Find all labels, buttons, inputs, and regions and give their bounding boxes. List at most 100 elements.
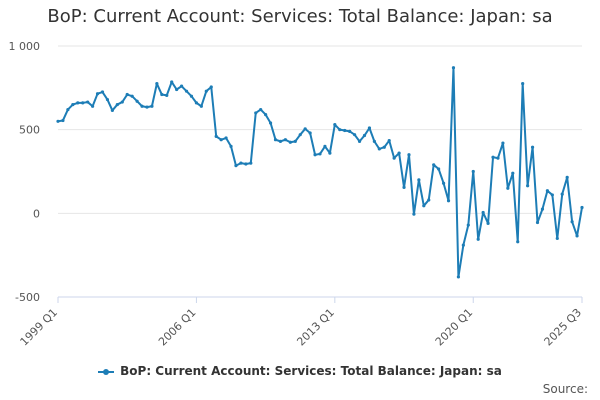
data-point[interactable] bbox=[145, 105, 149, 109]
data-point[interactable] bbox=[76, 101, 80, 105]
data-point[interactable] bbox=[249, 161, 253, 165]
data-point[interactable] bbox=[135, 99, 139, 103]
data-point[interactable] bbox=[214, 134, 218, 138]
data-point[interactable] bbox=[81, 101, 85, 105]
data-point[interactable] bbox=[570, 220, 574, 224]
data-point[interactable] bbox=[323, 144, 327, 148]
data-point[interactable] bbox=[535, 220, 540, 225]
data-point[interactable] bbox=[437, 167, 441, 171]
data-point[interactable] bbox=[288, 140, 292, 144]
data-point[interactable] bbox=[86, 100, 90, 104]
data-point[interactable] bbox=[239, 161, 243, 165]
data-point[interactable] bbox=[328, 151, 332, 155]
data-point[interactable] bbox=[491, 155, 495, 159]
data-point[interactable] bbox=[95, 92, 100, 96]
data-point[interactable] bbox=[530, 145, 535, 149]
data-point[interactable] bbox=[540, 207, 545, 211]
data-point[interactable] bbox=[303, 127, 307, 131]
data-point[interactable] bbox=[461, 243, 465, 247]
data-point[interactable] bbox=[382, 145, 386, 149]
data-point[interactable] bbox=[170, 80, 174, 84]
data-point[interactable] bbox=[348, 129, 352, 133]
data-point[interactable] bbox=[580, 205, 584, 210]
data-point[interactable] bbox=[496, 156, 500, 160]
data-point[interactable] bbox=[476, 237, 480, 241]
data-point[interactable] bbox=[357, 139, 362, 143]
data-point[interactable] bbox=[427, 198, 431, 202]
data-point[interactable] bbox=[575, 234, 579, 238]
data-point[interactable] bbox=[526, 184, 530, 188]
data-point[interactable] bbox=[506, 186, 510, 190]
data-point[interactable] bbox=[150, 104, 154, 108]
data-point[interactable] bbox=[560, 192, 564, 196]
data-point[interactable] bbox=[313, 153, 317, 157]
data-point[interactable] bbox=[160, 92, 164, 97]
data-point[interactable] bbox=[446, 199, 451, 203]
data-point[interactable] bbox=[91, 104, 95, 108]
data-point[interactable] bbox=[298, 133, 302, 137]
data-point[interactable] bbox=[486, 221, 490, 225]
data-point[interactable] bbox=[565, 175, 569, 179]
data-point[interactable] bbox=[229, 144, 233, 148]
data-point[interactable] bbox=[481, 210, 485, 215]
legend[interactable]: BoP: Current Account: Services: Total Ba… bbox=[0, 364, 600, 378]
data-point[interactable] bbox=[372, 139, 376, 143]
data-point[interactable] bbox=[130, 94, 134, 98]
data-point[interactable] bbox=[125, 92, 129, 97]
data-point[interactable] bbox=[219, 138, 223, 142]
data-point[interactable] bbox=[392, 156, 396, 160]
data-point[interactable] bbox=[66, 107, 70, 112]
data-point[interactable] bbox=[105, 97, 110, 102]
data-point[interactable] bbox=[264, 113, 268, 117]
data-point[interactable] bbox=[179, 84, 184, 88]
data-point[interactable] bbox=[318, 152, 322, 156]
data-point[interactable] bbox=[407, 153, 411, 157]
data-point[interactable] bbox=[353, 133, 357, 137]
data-point[interactable] bbox=[387, 138, 391, 143]
data-point[interactable] bbox=[545, 189, 549, 193]
data-point[interactable] bbox=[417, 178, 421, 182]
data-point[interactable] bbox=[234, 164, 238, 168]
data-point[interactable] bbox=[140, 104, 144, 108]
data-point[interactable] bbox=[516, 240, 520, 244]
data-point[interactable] bbox=[343, 128, 347, 133]
data-point[interactable] bbox=[199, 104, 203, 108]
source-label[interactable]: Source: bbox=[542, 382, 588, 396]
data-point[interactable] bbox=[397, 151, 401, 155]
data-point[interactable] bbox=[441, 181, 446, 185]
data-point[interactable] bbox=[362, 133, 367, 138]
data-point[interactable] bbox=[338, 128, 342, 132]
data-point[interactable] bbox=[115, 102, 119, 107]
data-point[interactable] bbox=[61, 118, 65, 123]
data-point[interactable] bbox=[367, 126, 372, 130]
data-point[interactable] bbox=[273, 138, 278, 142]
data-point[interactable] bbox=[511, 171, 515, 175]
data-point[interactable] bbox=[71, 102, 75, 107]
data-point[interactable] bbox=[377, 147, 381, 151]
data-point[interactable] bbox=[456, 275, 461, 279]
data-point[interactable] bbox=[209, 85, 213, 89]
data-point[interactable] bbox=[224, 136, 228, 140]
data-point[interactable] bbox=[120, 100, 124, 104]
data-point[interactable] bbox=[268, 121, 273, 125]
data-point[interactable] bbox=[555, 236, 559, 241]
data-point[interactable] bbox=[471, 169, 475, 174]
data-point[interactable] bbox=[259, 107, 263, 112]
data-point[interactable] bbox=[204, 89, 208, 93]
data-point[interactable] bbox=[550, 193, 554, 197]
data-point[interactable] bbox=[293, 139, 297, 143]
data-point[interactable] bbox=[254, 111, 258, 115]
data-point[interactable] bbox=[412, 212, 416, 216]
data-point[interactable] bbox=[451, 66, 456, 70]
data-point[interactable] bbox=[422, 204, 426, 208]
data-point[interactable] bbox=[501, 141, 505, 145]
data-point[interactable] bbox=[56, 119, 60, 123]
data-point[interactable] bbox=[165, 93, 169, 97]
data-point[interactable] bbox=[244, 162, 248, 166]
data-point[interactable] bbox=[432, 163, 436, 167]
data-point[interactable] bbox=[278, 139, 283, 143]
data-point[interactable] bbox=[184, 89, 189, 93]
data-point[interactable] bbox=[189, 94, 194, 98]
data-point[interactable] bbox=[521, 82, 525, 86]
data-point[interactable] bbox=[333, 123, 337, 127]
